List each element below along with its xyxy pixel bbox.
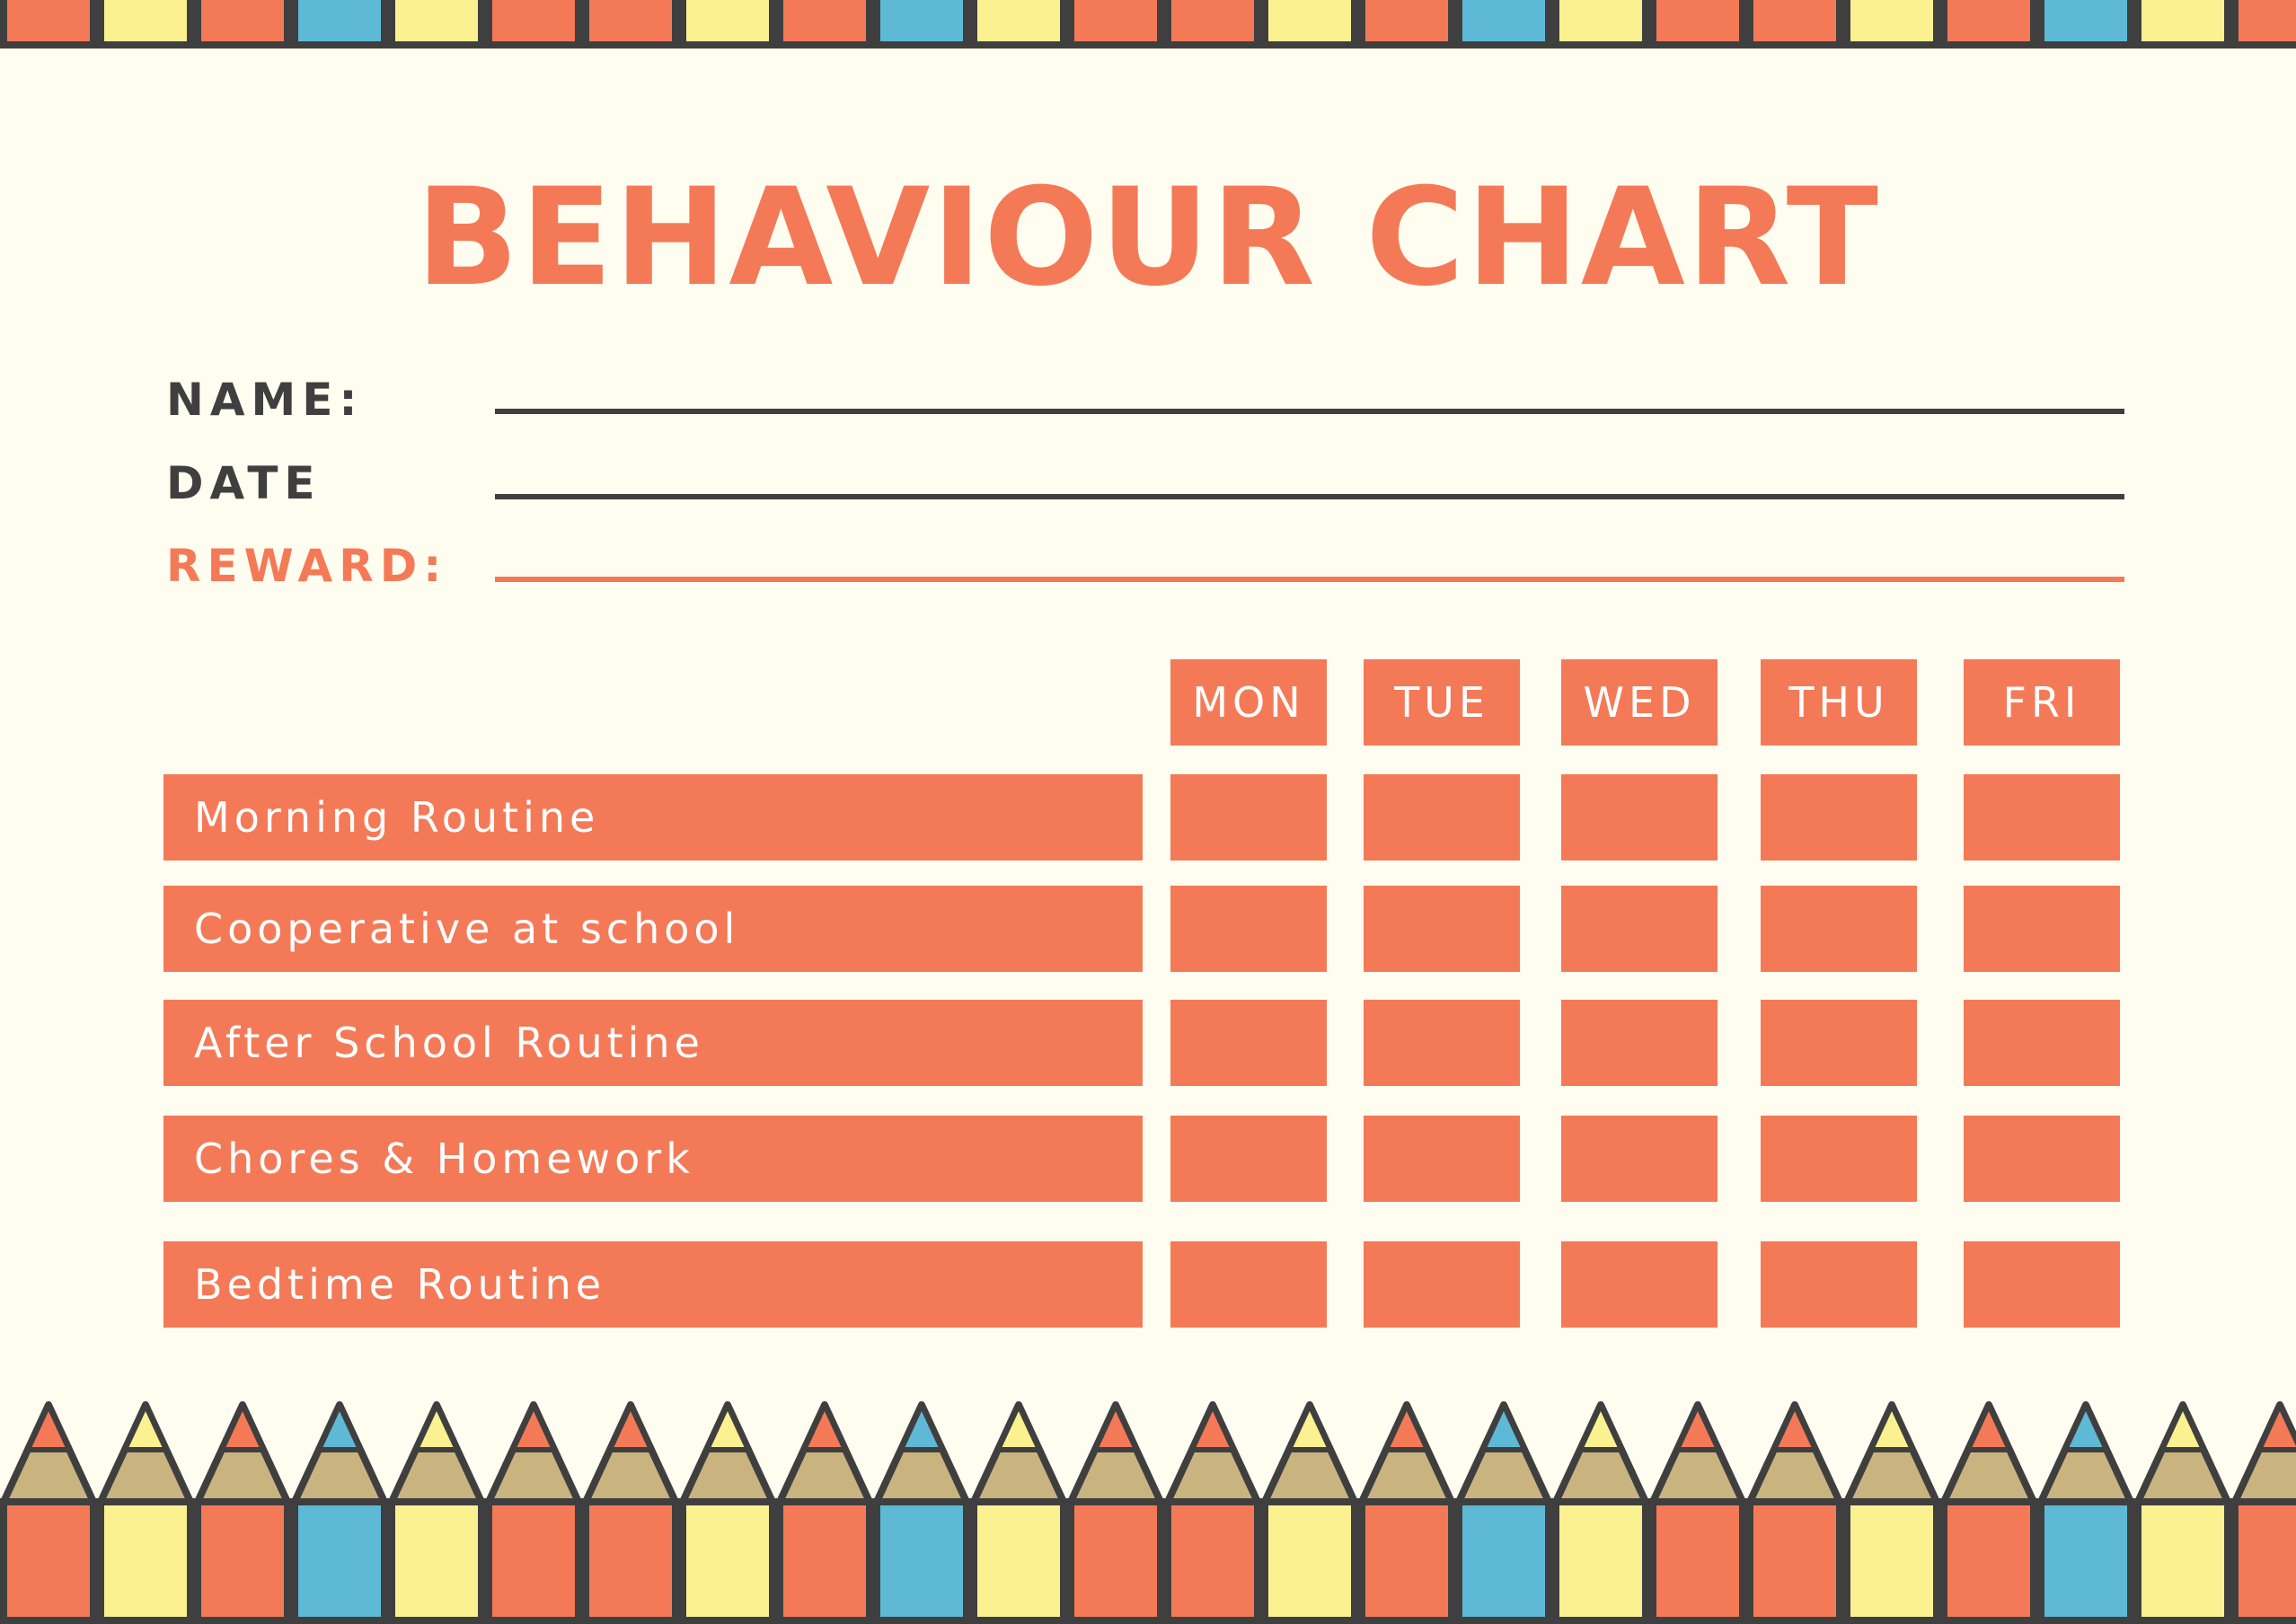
check-cell-tue[interactable]	[1364, 1241, 1520, 1328]
check-cell-fri[interactable]	[1964, 1000, 2120, 1086]
check-cell-mon[interactable]	[1170, 1000, 1327, 1086]
day-header-tue: TUE	[1364, 659, 1520, 746]
bottom-pencil-border	[0, 1392, 2296, 1624]
check-cell-wed[interactable]	[1561, 1000, 1718, 1086]
check-cell-mon[interactable]	[1170, 1241, 1327, 1328]
check-cell-thu[interactable]	[1761, 1116, 1917, 1202]
date-row: DATE	[166, 456, 2124, 510]
reward-field-line[interactable]	[495, 577, 2124, 582]
check-cell-mon[interactable]	[1170, 774, 1327, 861]
name-row: NAME:	[166, 373, 2124, 427]
task-label: Cooperative at school	[163, 886, 1143, 972]
check-cell-wed[interactable]	[1561, 886, 1718, 972]
reward-row: REWARD:	[166, 539, 2124, 593]
page-title: BEHAVIOUR CHART	[416, 160, 1880, 316]
name-field-line[interactable]	[495, 409, 2124, 414]
reward-label: REWARD:	[166, 540, 448, 592]
task-label: Chores & Homework	[163, 1116, 1143, 1202]
name-label: NAME:	[166, 374, 364, 426]
check-cell-fri[interactable]	[1964, 1241, 2120, 1328]
check-cell-fri[interactable]	[1964, 886, 2120, 972]
day-header-fri: FRI	[1964, 659, 2120, 746]
check-cell-thu[interactable]	[1761, 1000, 1917, 1086]
check-cell-fri[interactable]	[1964, 1116, 2120, 1202]
task-label: After School Routine	[163, 1000, 1143, 1086]
check-cell-wed[interactable]	[1561, 1241, 1718, 1328]
check-cell-mon[interactable]	[1170, 886, 1327, 972]
check-cell-tue[interactable]	[1364, 774, 1520, 861]
check-cell-wed[interactable]	[1561, 1116, 1718, 1202]
check-cell-thu[interactable]	[1761, 1241, 1917, 1328]
check-cell-wed[interactable]	[1561, 774, 1718, 861]
date-field-line[interactable]	[495, 494, 2124, 499]
check-cell-tue[interactable]	[1364, 1000, 1520, 1086]
day-header-wed: WED	[1561, 659, 1718, 746]
date-label: DATE	[166, 457, 322, 509]
check-cell-mon[interactable]	[1170, 1116, 1327, 1202]
check-cell-thu[interactable]	[1761, 886, 1917, 972]
check-cell-fri[interactable]	[1964, 774, 2120, 861]
task-label: Morning Routine	[163, 774, 1143, 861]
check-cell-tue[interactable]	[1364, 1116, 1520, 1202]
check-cell-thu[interactable]	[1761, 774, 1917, 861]
check-cell-tue[interactable]	[1364, 886, 1520, 972]
top-pencil-border	[0, 0, 2296, 52]
day-header-thu: THU	[1761, 659, 1917, 746]
task-label: Bedtime Routine	[163, 1241, 1143, 1328]
day-header-mon: MON	[1170, 659, 1327, 746]
